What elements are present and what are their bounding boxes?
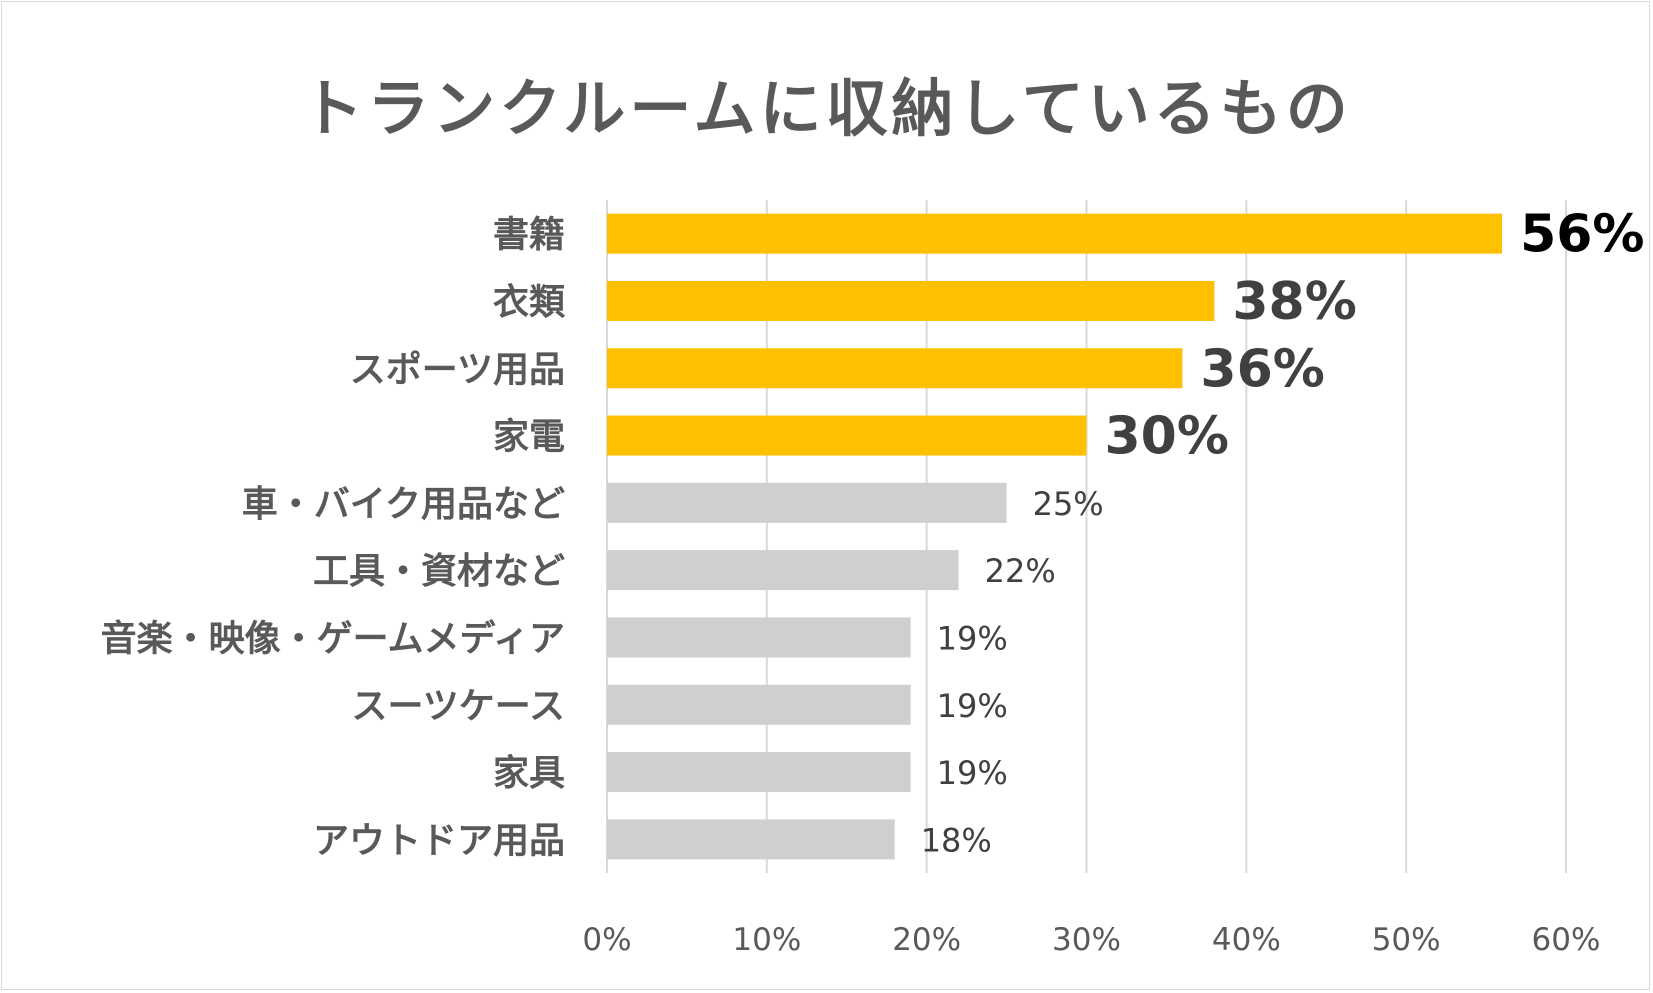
category-label: 家具 <box>493 753 565 794</box>
data-label: 30% <box>1105 407 1229 467</box>
data-label: 19% <box>937 619 1008 657</box>
label-layer: 0% 10% 20% 30% 40% 50% 60% 書籍 56% 衣類 38% スポーツ用品 36% 家… <box>101 205 1645 958</box>
bar <box>607 550 959 591</box>
bar <box>607 280 1215 321</box>
x-tick-label: 50% <box>1372 922 1441 958</box>
x-tick-label: 10% <box>732 922 801 958</box>
category-label: スーツケース <box>352 686 565 727</box>
bar <box>607 752 911 793</box>
data-label: 18% <box>921 821 992 859</box>
data-label: 25% <box>1033 485 1104 523</box>
data-label: 56% <box>1520 205 1644 265</box>
bar-layer <box>607 213 1503 860</box>
bar <box>607 415 1087 456</box>
category-label: 書籍 <box>493 215 565 256</box>
category-label: アウトドア用品 <box>313 820 565 861</box>
bar <box>607 819 895 860</box>
bar <box>607 213 1503 254</box>
category-label: 衣類 <box>493 282 566 323</box>
bar <box>607 617 911 658</box>
bar <box>607 348 1183 389</box>
x-tick-label: 60% <box>1532 922 1601 958</box>
bar <box>607 684 911 725</box>
data-label: 36% <box>1200 339 1324 399</box>
x-tick-label: 40% <box>1212 922 1281 958</box>
category-label: 車・バイク用品など <box>242 484 565 525</box>
category-label: 工具・資材など <box>313 551 565 592</box>
bar <box>607 482 1007 523</box>
category-label: 家電 <box>493 417 565 458</box>
data-label: 19% <box>937 754 1008 792</box>
category-label: 音楽・映像・ゲームメディア <box>101 617 565 659</box>
data-label: 38% <box>1232 272 1356 332</box>
data-label: 19% <box>937 687 1008 725</box>
x-tick-label: 0% <box>582 922 631 958</box>
chart-title: トランクルームに収納しているもの <box>301 72 1352 145</box>
x-tick-label: 20% <box>892 922 961 958</box>
category-label: スポーツ用品 <box>350 348 565 390</box>
data-label: 22% <box>985 552 1056 590</box>
x-tick-label: 30% <box>1052 922 1121 958</box>
